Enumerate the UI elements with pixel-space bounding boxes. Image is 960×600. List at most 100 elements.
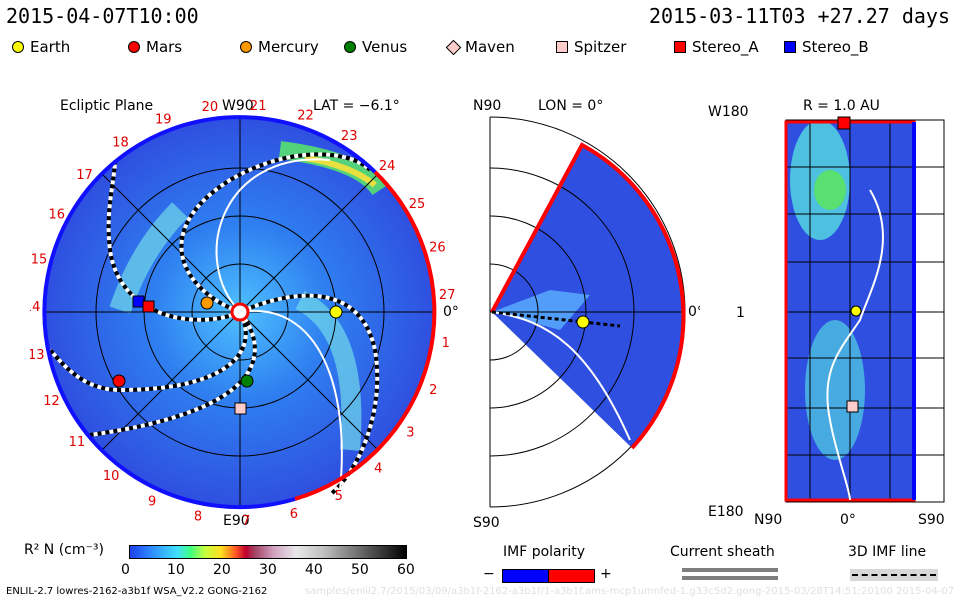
square-icon bbox=[674, 41, 686, 53]
imf-negative-swatch bbox=[502, 569, 550, 583]
legend-label: Earth bbox=[30, 38, 71, 56]
radial-bottom-left: E180 bbox=[708, 504, 744, 520]
day-tick-23: 23 bbox=[341, 129, 358, 144]
colorbar-tick-40: 40 bbox=[305, 562, 323, 578]
colorbar-tick-60: 60 bbox=[397, 562, 415, 578]
legend-label: Stereo_B bbox=[802, 38, 869, 56]
day-tick-6: 6 bbox=[290, 507, 298, 522]
legend-item-stereo_a: Stereo_A bbox=[674, 38, 759, 56]
earth-marker-radial bbox=[850, 305, 862, 317]
meridional-lon-label: LON = 0° bbox=[538, 98, 603, 114]
planet-legend: Earth Mars Mercury Venus Maven Spitzer Stereo_… bbox=[12, 38, 952, 58]
legend-label: Mars bbox=[146, 38, 183, 56]
colorbar bbox=[129, 545, 407, 559]
colorbar-tick-50: 50 bbox=[351, 562, 369, 578]
ecliptic-bottom-label: E90 bbox=[223, 513, 250, 529]
day-tick-16: 16 bbox=[49, 208, 66, 223]
day-tick-14: 14 bbox=[30, 300, 40, 315]
diamond-icon bbox=[445, 39, 462, 55]
file-path-info: samples/enlil2.7/2015/03/09/a3b1f-2162-a… bbox=[305, 586, 955, 597]
meridional-bottom-label: S90 bbox=[473, 515, 500, 530]
spitzer-marker bbox=[234, 402, 247, 415]
timestamp-run: 2015-03-11T03 +27.27 days bbox=[648, 4, 950, 28]
colorbar-tick-20: 20 bbox=[213, 562, 231, 578]
radial-mid-left: 1 bbox=[736, 305, 745, 321]
imf-line-title: 3D IMF line bbox=[848, 544, 927, 560]
day-tick-20: 20 bbox=[202, 100, 219, 115]
current-sheath-swatch-1 bbox=[682, 568, 778, 572]
ecliptic-title: Ecliptic Plane bbox=[60, 98, 153, 114]
radial-sheath bbox=[826, 189, 884, 501]
day-tick-17: 17 bbox=[76, 168, 93, 183]
imf-positive-swatch bbox=[548, 569, 595, 583]
legend-label: Mercury bbox=[258, 38, 319, 56]
stereo-a-marker bbox=[142, 300, 155, 313]
meridional-panel: N90 LON = 0° S90 0° bbox=[473, 98, 700, 530]
mars-marker bbox=[112, 374, 126, 388]
stereo-b-arc bbox=[42, 115, 377, 510]
day-tick-3: 3 bbox=[406, 425, 414, 440]
current-sheath-title: Current sheath bbox=[670, 544, 775, 560]
colorbar-label: R² N (cm⁻³) bbox=[24, 542, 104, 558]
timestamp-current: 2015-04-07T10:00 bbox=[6, 4, 199, 28]
square-icon bbox=[784, 41, 796, 53]
legend-item-earth: Earth bbox=[12, 38, 70, 56]
venus-marker bbox=[240, 374, 254, 388]
current-sheath-line-2 bbox=[239, 309, 343, 491]
legend-item-stereo_b: Stereo_B bbox=[784, 38, 869, 56]
stereo-b-marker bbox=[132, 295, 145, 308]
day-tick-25: 25 bbox=[409, 197, 426, 212]
spitzer-marker-radial bbox=[846, 400, 859, 413]
mercury-marker bbox=[200, 296, 214, 310]
earth-marker-meridional bbox=[576, 315, 590, 329]
ecliptic-top-label: W90 bbox=[222, 98, 254, 114]
legend-item-spitzer: Spitzer bbox=[556, 38, 626, 56]
day-tick-12: 12 bbox=[43, 394, 60, 409]
current-sheath-line bbox=[215, 158, 331, 313]
circle-icon bbox=[12, 41, 24, 53]
day-tick-19: 19 bbox=[155, 113, 172, 128]
legend-item-mercury: Mercury bbox=[240, 38, 319, 56]
ecliptic-right-label: 0° bbox=[443, 304, 459, 320]
ecliptic-plane-panel: Ecliptic Plane W90 LAT = −6.1° E90 0° 19… bbox=[30, 98, 459, 529]
density-arc-left bbox=[109, 202, 188, 314]
imf-plus-label: + bbox=[600, 566, 612, 582]
imf-line-swatch bbox=[852, 574, 936, 576]
imf-polarity-title: IMF polarity bbox=[503, 544, 586, 560]
day-tick-13: 13 bbox=[30, 348, 45, 363]
day-tick-5: 5 bbox=[335, 489, 343, 504]
colorbar-tick-0: 0 bbox=[121, 562, 130, 578]
day-tick-26: 26 bbox=[429, 241, 446, 256]
day-tick-22: 22 bbox=[297, 109, 314, 124]
colorbar-tick-30: 30 bbox=[259, 562, 277, 578]
day-tick-27: 27 bbox=[439, 288, 456, 303]
legend-item-maven: Maven bbox=[445, 38, 515, 56]
radial-axis-n90: N90 bbox=[754, 512, 782, 528]
radial-r-label: R = 1.0 AU bbox=[803, 98, 880, 114]
square-icon bbox=[556, 41, 568, 53]
model-info: ENLIL-2.7 lowres-2162-a3b1f WSA_V2.2 GON… bbox=[6, 586, 268, 597]
radial-axis-s90: S90 bbox=[918, 512, 945, 528]
day-tick-11: 11 bbox=[69, 435, 86, 450]
legend-label: Spitzer bbox=[574, 38, 627, 56]
day-tick-18: 18 bbox=[112, 136, 129, 151]
meridional-right-label: 0° bbox=[688, 304, 700, 320]
meridional-imf-line bbox=[491, 310, 621, 328]
circle-icon bbox=[344, 41, 356, 53]
day-tick-1: 1 bbox=[442, 336, 450, 351]
day-tick-labels: 1920212223242526271234567891011121314151… bbox=[30, 99, 455, 529]
circle-icon bbox=[128, 41, 140, 53]
day-tick-2: 2 bbox=[429, 383, 437, 398]
current-sheath-swatch-2 bbox=[682, 576, 778, 580]
radial-axis-0: 0° bbox=[840, 512, 856, 528]
legend-label: Maven bbox=[465, 38, 515, 56]
earth-marker bbox=[329, 305, 343, 319]
sun-icon bbox=[230, 302, 250, 322]
day-tick-8: 8 bbox=[194, 510, 202, 525]
colorbar-ticks: 0 10 20 30 40 50 60 bbox=[121, 562, 415, 580]
day-tick-24: 24 bbox=[379, 159, 396, 174]
day-tick-10: 10 bbox=[103, 469, 120, 484]
circle-icon bbox=[240, 41, 252, 53]
colorbar-tick-10: 10 bbox=[167, 562, 185, 578]
day-tick-4: 4 bbox=[374, 461, 382, 476]
